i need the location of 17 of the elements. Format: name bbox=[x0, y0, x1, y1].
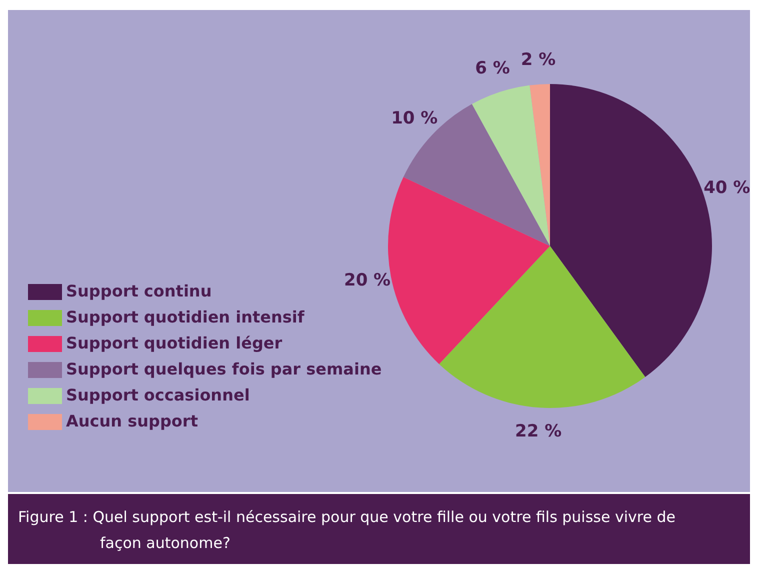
data-label: 10 % bbox=[391, 108, 438, 128]
pie-slice bbox=[472, 85, 550, 246]
legend-label: Support continu bbox=[66, 281, 212, 300]
data-label: 6 % bbox=[475, 58, 510, 79]
legend-label: Aucun support bbox=[66, 411, 198, 430]
legend-label: Support quelques fois par semaine bbox=[66, 359, 382, 378]
data-label: 20 % bbox=[344, 270, 391, 291]
data-label: 22 % bbox=[515, 421, 562, 442]
pie-slice bbox=[388, 177, 550, 364]
data-label: 2 % bbox=[520, 50, 556, 70]
data-label: 40 % bbox=[704, 178, 750, 198]
pie-slice bbox=[439, 246, 646, 408]
legend-label: Support quotidien intensif bbox=[66, 307, 306, 326]
legend-label: Support occasionnel bbox=[66, 385, 250, 404]
pie-slice bbox=[530, 84, 550, 246]
legend-label: Support quotidien léger bbox=[66, 333, 282, 352]
text: Figure 1 : Quel support est-il nécessaire pour que votre fille ou votre fils puisse vivre de façon autonome? bbox=[18, 508, 676, 552]
